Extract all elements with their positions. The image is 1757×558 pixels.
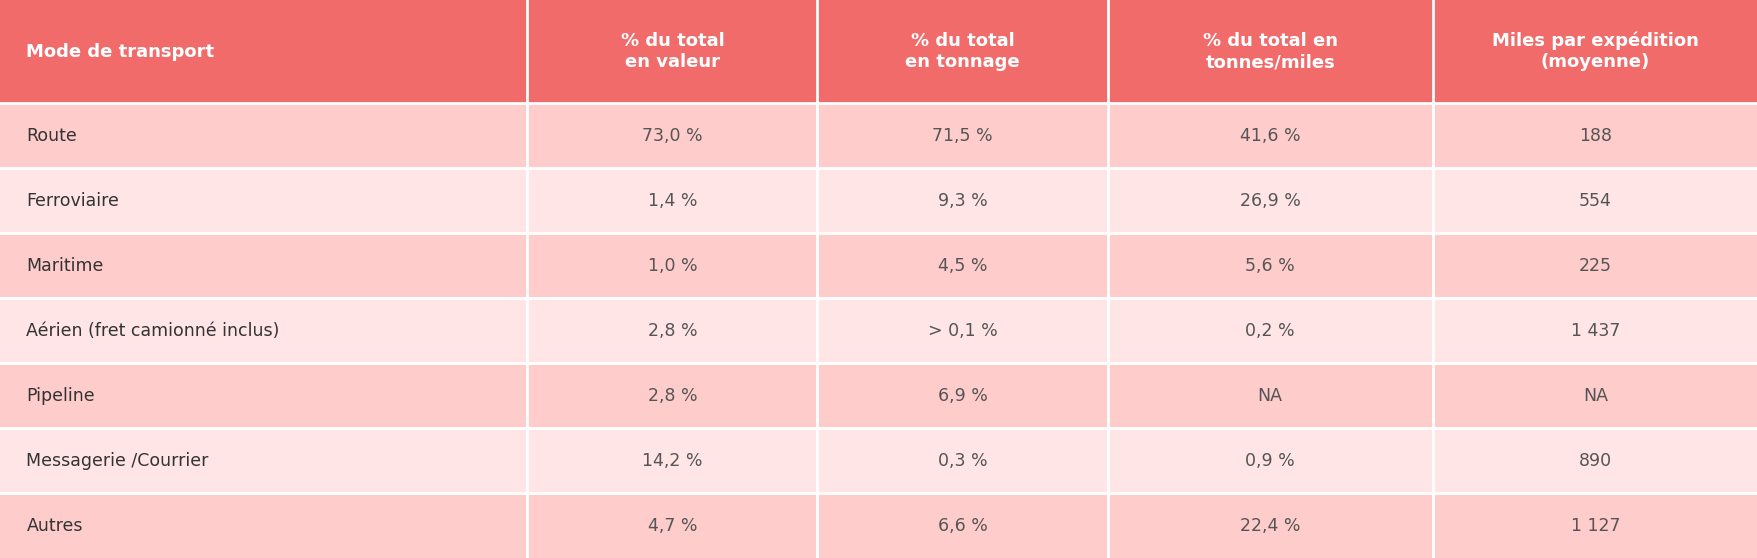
- FancyBboxPatch shape: [0, 428, 527, 493]
- FancyBboxPatch shape: [527, 103, 817, 168]
- Text: 6,6 %: 6,6 %: [936, 517, 987, 535]
- FancyBboxPatch shape: [817, 363, 1107, 428]
- FancyBboxPatch shape: [1107, 168, 1432, 233]
- FancyBboxPatch shape: [817, 103, 1107, 168]
- Text: Autres: Autres: [26, 517, 83, 535]
- FancyBboxPatch shape: [1107, 0, 1432, 103]
- FancyBboxPatch shape: [0, 168, 527, 233]
- Text: > 0,1 %: > 0,1 %: [928, 321, 996, 340]
- Text: Miles par expédition
(moyenne): Miles par expédition (moyenne): [1492, 32, 1697, 71]
- Text: 14,2 %: 14,2 %: [641, 451, 703, 469]
- FancyBboxPatch shape: [1107, 233, 1432, 298]
- Text: 5,6 %: 5,6 %: [1244, 257, 1295, 275]
- FancyBboxPatch shape: [527, 0, 817, 103]
- FancyBboxPatch shape: [527, 363, 817, 428]
- Text: 225: 225: [1578, 257, 1611, 275]
- Text: 1 437: 1 437: [1569, 321, 1620, 340]
- FancyBboxPatch shape: [1432, 428, 1757, 493]
- Text: % du total en
tonnes/miles: % du total en tonnes/miles: [1202, 32, 1337, 71]
- FancyBboxPatch shape: [1107, 103, 1432, 168]
- Text: Route: Route: [26, 127, 77, 145]
- Text: 26,9 %: 26,9 %: [1239, 192, 1300, 210]
- FancyBboxPatch shape: [1432, 168, 1757, 233]
- FancyBboxPatch shape: [0, 0, 527, 103]
- Text: 6,9 %: 6,9 %: [936, 387, 987, 405]
- Text: 2,8 %: 2,8 %: [647, 387, 698, 405]
- FancyBboxPatch shape: [1107, 428, 1432, 493]
- FancyBboxPatch shape: [0, 493, 527, 558]
- Text: Mode de transport: Mode de transport: [26, 42, 214, 61]
- Text: NA: NA: [1256, 387, 1283, 405]
- Text: 9,3 %: 9,3 %: [936, 192, 987, 210]
- FancyBboxPatch shape: [817, 298, 1107, 363]
- Text: 1 127: 1 127: [1569, 517, 1620, 535]
- FancyBboxPatch shape: [817, 168, 1107, 233]
- FancyBboxPatch shape: [527, 168, 817, 233]
- FancyBboxPatch shape: [1432, 103, 1757, 168]
- FancyBboxPatch shape: [817, 428, 1107, 493]
- Text: 554: 554: [1578, 192, 1611, 210]
- Text: 4,5 %: 4,5 %: [936, 257, 987, 275]
- Text: 71,5 %: 71,5 %: [931, 127, 993, 145]
- Text: 890: 890: [1578, 451, 1611, 469]
- Text: 188: 188: [1578, 127, 1611, 145]
- FancyBboxPatch shape: [1432, 233, 1757, 298]
- Text: NA: NA: [1581, 387, 1608, 405]
- Text: % du total
en valeur: % du total en valeur: [620, 32, 724, 71]
- FancyBboxPatch shape: [0, 233, 527, 298]
- Text: Pipeline: Pipeline: [26, 387, 95, 405]
- Text: Ferroviaire: Ferroviaire: [26, 192, 119, 210]
- FancyBboxPatch shape: [817, 0, 1107, 103]
- Text: 1,0 %: 1,0 %: [647, 257, 698, 275]
- Text: % du total
en tonnage: % du total en tonnage: [905, 32, 1019, 71]
- FancyBboxPatch shape: [817, 233, 1107, 298]
- FancyBboxPatch shape: [527, 493, 817, 558]
- FancyBboxPatch shape: [1432, 363, 1757, 428]
- FancyBboxPatch shape: [1432, 493, 1757, 558]
- FancyBboxPatch shape: [1432, 0, 1757, 103]
- FancyBboxPatch shape: [1432, 298, 1757, 363]
- FancyBboxPatch shape: [1107, 298, 1432, 363]
- FancyBboxPatch shape: [0, 103, 527, 168]
- Text: 0,3 %: 0,3 %: [936, 451, 987, 469]
- FancyBboxPatch shape: [817, 493, 1107, 558]
- Text: 4,7 %: 4,7 %: [647, 517, 698, 535]
- Text: 0,2 %: 0,2 %: [1244, 321, 1295, 340]
- FancyBboxPatch shape: [527, 428, 817, 493]
- FancyBboxPatch shape: [0, 363, 527, 428]
- Text: 2,8 %: 2,8 %: [647, 321, 698, 340]
- Text: Maritime: Maritime: [26, 257, 104, 275]
- Text: 1,4 %: 1,4 %: [647, 192, 698, 210]
- FancyBboxPatch shape: [0, 298, 527, 363]
- Text: 22,4 %: 22,4 %: [1239, 517, 1300, 535]
- Text: Aérien (fret camionné inclus): Aérien (fret camionné inclus): [26, 321, 279, 340]
- FancyBboxPatch shape: [1107, 363, 1432, 428]
- Text: 41,6 %: 41,6 %: [1239, 127, 1300, 145]
- Text: 73,0 %: 73,0 %: [641, 127, 703, 145]
- Text: 0,9 %: 0,9 %: [1244, 451, 1295, 469]
- Text: Messagerie /Courrier: Messagerie /Courrier: [26, 451, 209, 469]
- FancyBboxPatch shape: [527, 233, 817, 298]
- FancyBboxPatch shape: [1107, 493, 1432, 558]
- FancyBboxPatch shape: [527, 298, 817, 363]
